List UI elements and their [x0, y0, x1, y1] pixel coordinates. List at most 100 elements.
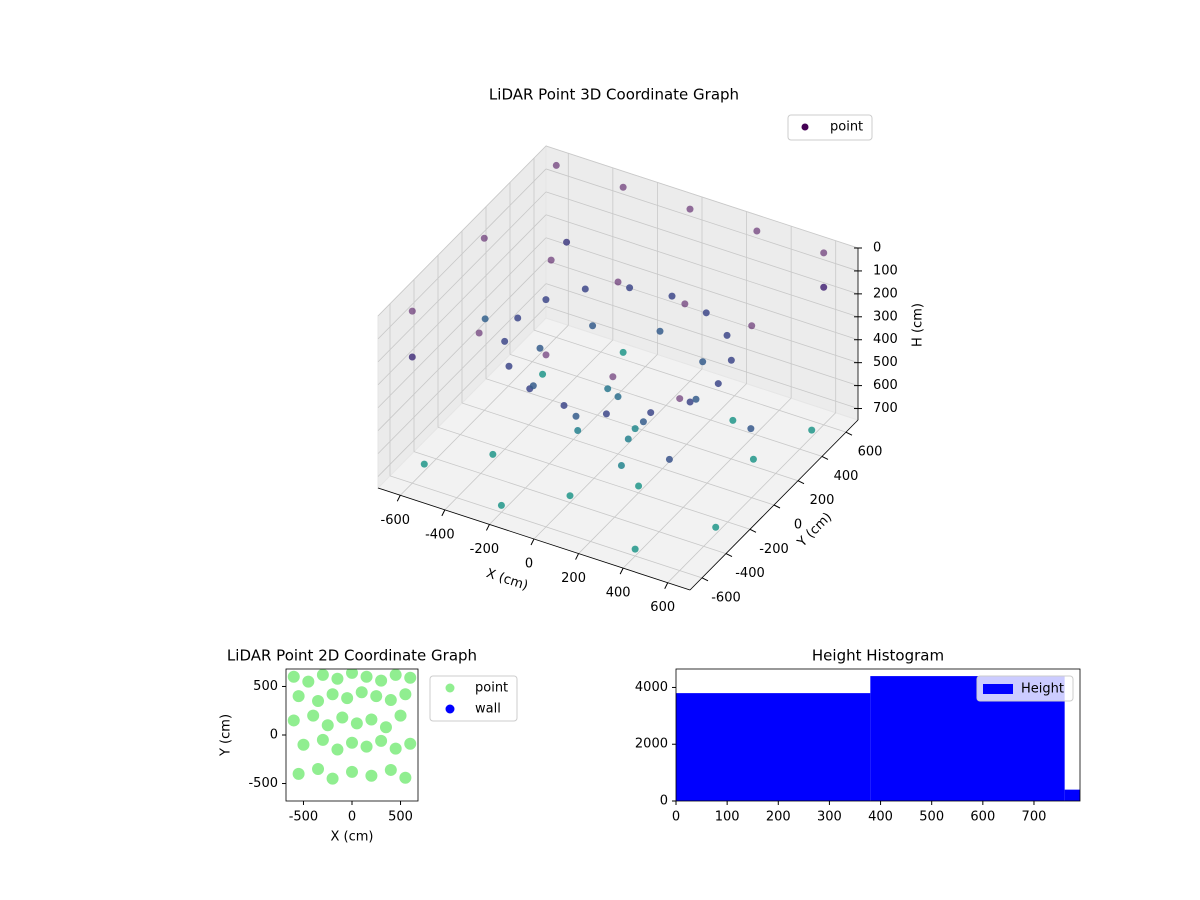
axes-frame — [675, 668, 1081, 802]
point — [505, 362, 513, 370]
point — [692, 395, 700, 403]
point — [560, 401, 568, 409]
x-tick-label: -400 — [425, 527, 455, 542]
point — [297, 738, 310, 751]
point — [292, 767, 305, 780]
x-tick-label: -600 — [381, 513, 411, 528]
y-tick-label: 600 — [858, 445, 883, 460]
point — [399, 688, 412, 701]
y-tick-label: 0 — [794, 518, 802, 533]
x-tick-label: 0 — [672, 810, 680, 825]
point — [614, 278, 622, 286]
point — [384, 763, 397, 776]
chart-title: LiDAR Point 2D Coordinate Graph — [227, 647, 477, 665]
point — [326, 772, 339, 785]
point — [331, 743, 344, 756]
grid-line — [377, 191, 547, 363]
point — [287, 670, 300, 683]
point — [316, 733, 329, 746]
point — [656, 327, 664, 335]
x-tick — [664, 582, 669, 589]
x-tick-label: 200 — [561, 571, 586, 586]
point — [399, 771, 412, 784]
point — [346, 736, 358, 749]
point — [753, 227, 761, 235]
point — [566, 492, 574, 500]
point — [729, 416, 737, 424]
point — [350, 717, 363, 730]
point — [375, 674, 388, 687]
point — [631, 425, 639, 433]
point — [714, 380, 722, 388]
grid-line — [545, 214, 859, 318]
point — [341, 692, 354, 705]
point — [316, 669, 329, 681]
point — [346, 765, 358, 778]
point — [589, 322, 597, 330]
point — [360, 670, 373, 683]
x-tick-label: 500 — [919, 810, 944, 825]
point — [539, 370, 547, 378]
legend-marker — [801, 123, 809, 131]
x-tick — [485, 524, 490, 531]
grid-line — [545, 283, 859, 386]
point — [394, 709, 407, 722]
point — [389, 669, 402, 681]
grid-line — [437, 426, 751, 530]
axis-line — [377, 487, 691, 591]
point — [475, 329, 483, 337]
points — [408, 161, 828, 553]
point — [639, 418, 647, 426]
x-tick-label: 200 — [766, 810, 791, 825]
point — [604, 385, 612, 393]
point — [727, 356, 735, 364]
y-tick — [701, 577, 709, 582]
point — [552, 161, 560, 169]
x-tick-label: 400 — [868, 810, 893, 825]
y-tick-label: -500 — [248, 776, 278, 791]
point — [808, 426, 816, 434]
grid-line — [545, 168, 859, 272]
y-tick-label: -600 — [711, 590, 741, 605]
legend-frame — [429, 675, 518, 722]
y-tick — [821, 455, 829, 460]
point — [572, 412, 580, 420]
legend-marker — [445, 704, 455, 714]
point — [389, 742, 402, 755]
y-tick-label: 2000 — [635, 737, 668, 752]
point — [292, 690, 305, 703]
grid-line — [545, 145, 859, 249]
point — [820, 249, 828, 257]
point — [624, 435, 632, 443]
point — [676, 395, 684, 403]
point — [336, 711, 349, 724]
point — [723, 331, 731, 339]
grid-line — [377, 237, 547, 409]
point — [375, 734, 388, 747]
y-tick-label: 4000 — [635, 680, 668, 695]
y-tick — [845, 431, 853, 436]
point — [563, 238, 571, 246]
x-tick-label: 500 — [388, 810, 413, 825]
point — [542, 351, 550, 359]
z-tick-label: 700 — [873, 401, 898, 416]
x-tick — [396, 495, 401, 502]
y-tick — [749, 528, 757, 533]
point — [312, 762, 325, 775]
x-tick-label: 300 — [817, 810, 842, 825]
z-tick-label: 300 — [873, 309, 898, 324]
point — [748, 322, 756, 330]
x-tick — [575, 553, 580, 560]
legend-marker — [983, 684, 1013, 694]
point — [712, 523, 720, 531]
point — [665, 455, 673, 463]
point — [686, 205, 694, 213]
grid-line — [377, 260, 547, 431]
x-tick — [441, 509, 446, 517]
point — [547, 256, 555, 264]
z-tick-label: 600 — [873, 378, 898, 393]
grid-line — [461, 402, 775, 506]
grid-line — [545, 191, 859, 295]
point — [489, 450, 497, 458]
